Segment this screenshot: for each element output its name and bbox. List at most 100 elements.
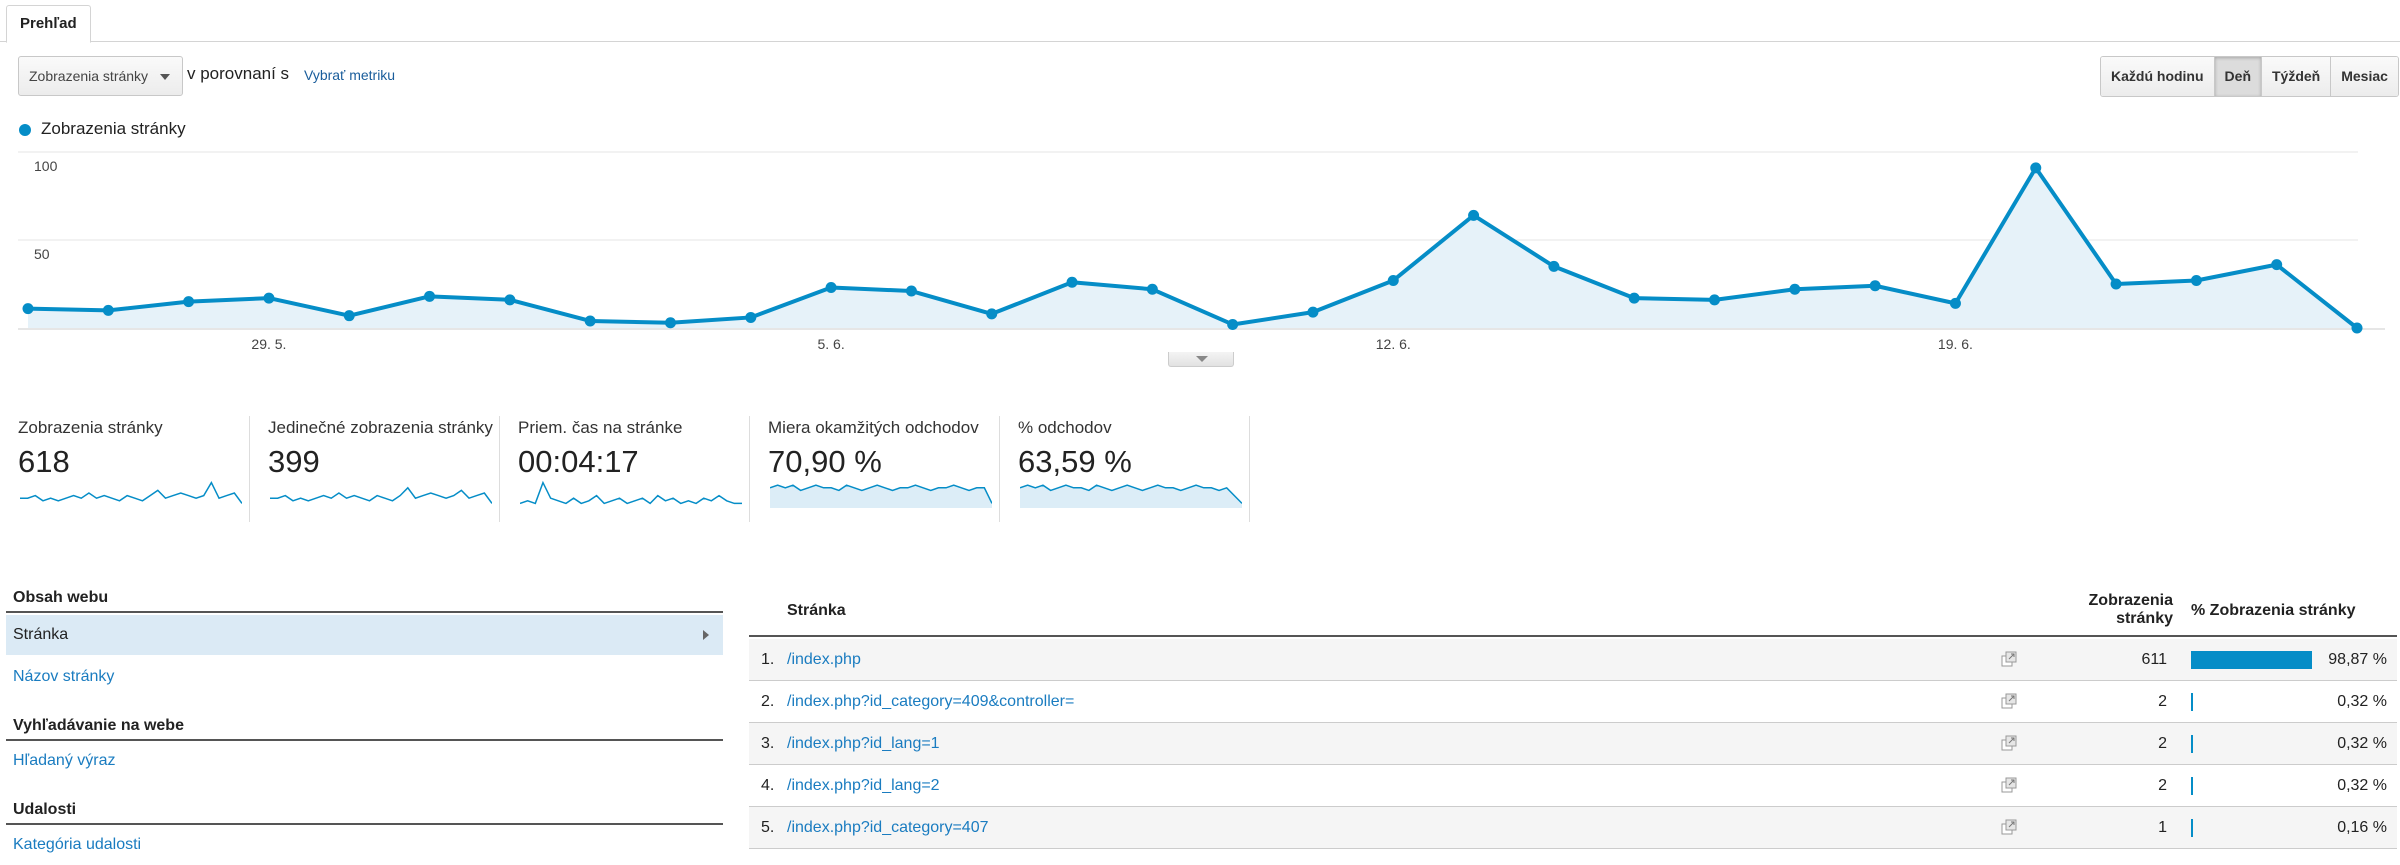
nav-heading-site-content: Obsah webu xyxy=(6,584,723,613)
chevron-down-icon xyxy=(1196,356,1208,362)
chart-legend-label: Zobrazenia stránky xyxy=(41,119,186,138)
share-bar xyxy=(2191,735,2193,753)
row-index: 2. xyxy=(761,693,775,710)
table-row: 3. /index.php?id_lang=1 2 0,32 % xyxy=(749,723,2397,765)
x-tick-label: 12. 6. xyxy=(1376,336,1411,350)
data-point xyxy=(1387,274,1399,286)
data-point xyxy=(263,292,275,304)
scorecard-value: 00:04:17 xyxy=(518,444,639,479)
open-external-icon[interactable] xyxy=(2001,777,2017,793)
share-bar xyxy=(2191,819,2193,837)
line-chart: 100 50 29. 5. 5. 6. 12. 6. 19. 6. xyxy=(18,151,2385,350)
nav-item-event-category[interactable]: Kategória udalosti xyxy=(13,836,142,853)
data-point xyxy=(22,303,34,315)
open-external-icon[interactable] xyxy=(2001,651,2017,667)
column-header-page[interactable]: Stránka xyxy=(787,602,846,619)
page-link[interactable]: /index.php xyxy=(787,651,861,668)
metric-select-label: Zobrazenia stránky xyxy=(29,68,149,84)
data-point xyxy=(1709,294,1721,306)
series-line xyxy=(27,165,2359,330)
scorecard-value: 618 xyxy=(18,444,70,479)
scorecard-label: Priem. čas na stránke xyxy=(518,418,683,437)
row-views: 1 xyxy=(2158,819,2167,836)
y-tick-label: 50 xyxy=(34,246,50,262)
tab-overview[interactable]: Prehľad xyxy=(6,5,91,43)
share-bar xyxy=(2191,693,2193,711)
data-point xyxy=(1628,292,1640,304)
data-point xyxy=(986,308,998,320)
nav-item-page-title[interactable]: Názov stránky xyxy=(13,668,115,685)
row-percent: 0,32 % xyxy=(2337,777,2387,794)
data-point xyxy=(1468,209,1480,221)
table-row: 4. /index.php?id_lang=2 2 0,32 % xyxy=(749,765,2397,807)
column-header-pct[interactable]: % Zobrazenia stránky xyxy=(2191,602,2356,619)
data-point xyxy=(1869,280,1881,292)
chart-collapse-handle[interactable] xyxy=(1168,352,1234,367)
nav-item-label: Stránka xyxy=(13,626,69,643)
row-index: 5. xyxy=(761,819,775,836)
data-point xyxy=(905,285,917,297)
page-link[interactable]: /index.php?id_category=409&controller= xyxy=(787,693,1075,710)
row-index: 1. xyxy=(761,651,775,668)
legend-dot-icon xyxy=(19,124,31,136)
table-header: Stránka Zobrazenia stránky % Zobrazenia … xyxy=(749,584,2397,637)
scorecard: Miera okamžitých odchodov 70,90 % xyxy=(750,416,1000,522)
period-toggle: Každú hodinu Deň Týždeň Mesiac xyxy=(2100,56,2399,97)
sparkline-line xyxy=(270,486,492,504)
data-point xyxy=(1949,297,1961,309)
row-percent: 98,87 % xyxy=(2328,651,2387,668)
nav-heading-events: Udalosti xyxy=(6,796,723,825)
caret-right-icon xyxy=(703,630,709,640)
page-link[interactable]: /index.php?id_lang=2 xyxy=(787,777,940,794)
scorecard: % odchodov 63,59 % xyxy=(1000,416,1250,522)
choose-metric-link[interactable]: Vybrať metriku xyxy=(304,67,396,83)
page-link[interactable]: /index.php?id_category=407 xyxy=(787,819,989,836)
share-bar xyxy=(2191,651,2312,669)
series-area xyxy=(28,167,2357,328)
data-point xyxy=(343,310,355,322)
nav-heading-site-search: Vyhľadávanie na webe xyxy=(6,712,723,741)
sparkline-line xyxy=(770,484,992,504)
data-point xyxy=(1146,283,1158,295)
data-point xyxy=(424,290,436,302)
row-percent: 0,32 % xyxy=(2337,693,2387,710)
share-bar xyxy=(2191,777,2193,795)
sparkline xyxy=(270,486,492,504)
period-day-button[interactable]: Deň xyxy=(2214,57,2262,96)
nav-item-page[interactable]: Stránka xyxy=(6,615,723,655)
nav-item-search-term[interactable]: Hľadaný výraz xyxy=(13,752,116,769)
column-header-views[interactable]: Zobrazenia stránky xyxy=(2089,592,2173,628)
data-point xyxy=(745,311,757,323)
data-point xyxy=(2351,322,2363,334)
data-point xyxy=(2030,162,2042,174)
data-point xyxy=(664,317,676,329)
row-views: 2 xyxy=(2158,735,2167,752)
data-point xyxy=(1066,276,1078,288)
open-external-icon[interactable] xyxy=(2001,693,2017,709)
period-week-button[interactable]: Týždeň xyxy=(2262,57,2332,96)
sparkline-area xyxy=(1020,485,1242,508)
sparkline-line xyxy=(520,480,742,505)
x-tick-label: 19. 6. xyxy=(1938,336,1973,350)
sparkline-area xyxy=(770,485,992,508)
scorecard: Zobrazenia stránky 618 xyxy=(0,416,250,522)
period-hourly-button[interactable]: Každú hodinu xyxy=(2101,57,2215,96)
compare-label: v porovnaní s xyxy=(187,64,290,83)
metric-select[interactable]: Zobrazenia stránky xyxy=(18,56,183,96)
sparkline-line xyxy=(1020,484,1242,504)
scorecard: Jedinečné zobrazenia stránky 399 xyxy=(250,416,500,522)
table-row: 1. /index.php 611 98,87 % xyxy=(749,639,2397,681)
open-external-icon[interactable] xyxy=(2001,819,2017,835)
tab-strip: Prehľad xyxy=(0,0,2400,43)
row-index: 3. xyxy=(761,735,775,752)
scorecard-value: 70,90 % xyxy=(768,444,882,479)
scorecard-value: 399 xyxy=(268,444,320,479)
scorecard-label: % odchodov xyxy=(1018,418,1112,437)
period-month-button[interactable]: Mesiac xyxy=(2331,57,2398,96)
data-point xyxy=(1307,306,1319,318)
sparkline xyxy=(1020,484,1242,508)
sparkline xyxy=(770,484,992,508)
row-views: 2 xyxy=(2158,777,2167,794)
open-external-icon[interactable] xyxy=(2001,735,2017,751)
page-link[interactable]: /index.php?id_lang=1 xyxy=(787,735,940,752)
